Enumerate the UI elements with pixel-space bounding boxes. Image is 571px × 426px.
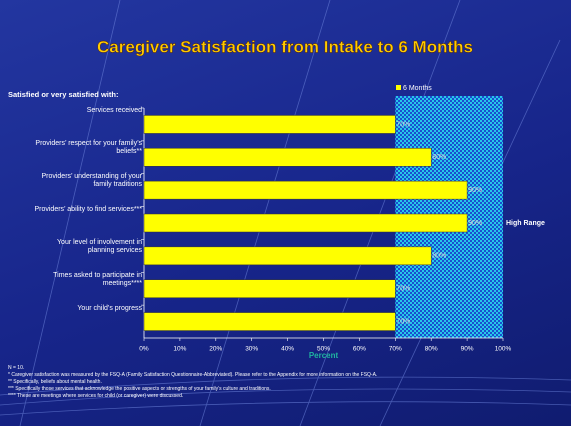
- bar: [143, 246, 432, 266]
- x-tick-label: 30%: [245, 346, 258, 353]
- y-tick-label: Times asked to participate in meetings**…: [53, 271, 142, 287]
- y-tick-label: Providers’ understanding of your family …: [41, 173, 142, 189]
- high-range-label: High Range: [506, 220, 545, 227]
- y-tick-label: Your child’s progress: [77, 304, 142, 312]
- bar: [143, 115, 396, 134]
- x-tick-label: 90%: [461, 346, 474, 353]
- subtitle: Satisfied or very satisfied with:: [8, 90, 118, 99]
- bar: [143, 312, 396, 331]
- footnote: *** Specifically those services that ack…: [8, 386, 271, 392]
- x-tick-label: 20%: [209, 346, 222, 353]
- footnote: ** Specifically, beliefs about mental he…: [8, 379, 102, 385]
- bar: [143, 148, 432, 167]
- x-tick-label: 100%: [495, 346, 512, 353]
- x-tick-label: 0%: [139, 346, 149, 353]
- y-tick-label: Providers’ ability to find services***: [34, 206, 142, 213]
- data-label: 70%: [396, 286, 410, 293]
- legend-label: 6 Months: [403, 85, 432, 92]
- bar: [143, 279, 396, 298]
- legend-swatch: [396, 85, 401, 90]
- y-tick-label: Your level of involvement in planning se…: [57, 238, 142, 254]
- footnote: * Caregiver satisfaction was measured by…: [8, 372, 378, 378]
- data-label: 70%: [396, 121, 410, 128]
- data-label: 80%: [432, 154, 446, 161]
- x-tick-label: 10%: [173, 346, 186, 353]
- x-tick-label: 50%: [317, 346, 330, 353]
- bar: [143, 180, 468, 200]
- x-axis-label: Percent: [309, 351, 339, 360]
- bar: [143, 213, 468, 233]
- y-tick-label: Providers’ respect for your family’s bel…: [35, 140, 142, 156]
- x-tick-label: 60%: [353, 346, 366, 353]
- footnote: **** These are meetings where services f…: [8, 393, 184, 399]
- footnote: N = 10.: [8, 365, 25, 371]
- x-tick-label: 40%: [281, 346, 294, 353]
- chart-title: Caregiver Satisfaction from Intake to 6 …: [97, 37, 473, 56]
- x-tick-label: 80%: [425, 346, 438, 353]
- data-label: 90%: [468, 220, 482, 227]
- data-label: 90%: [468, 187, 482, 194]
- data-label: 80%: [432, 253, 446, 260]
- y-tick-label: Services received: [86, 107, 142, 115]
- data-label: 70%: [396, 318, 410, 325]
- x-tick-label: 70%: [389, 346, 402, 353]
